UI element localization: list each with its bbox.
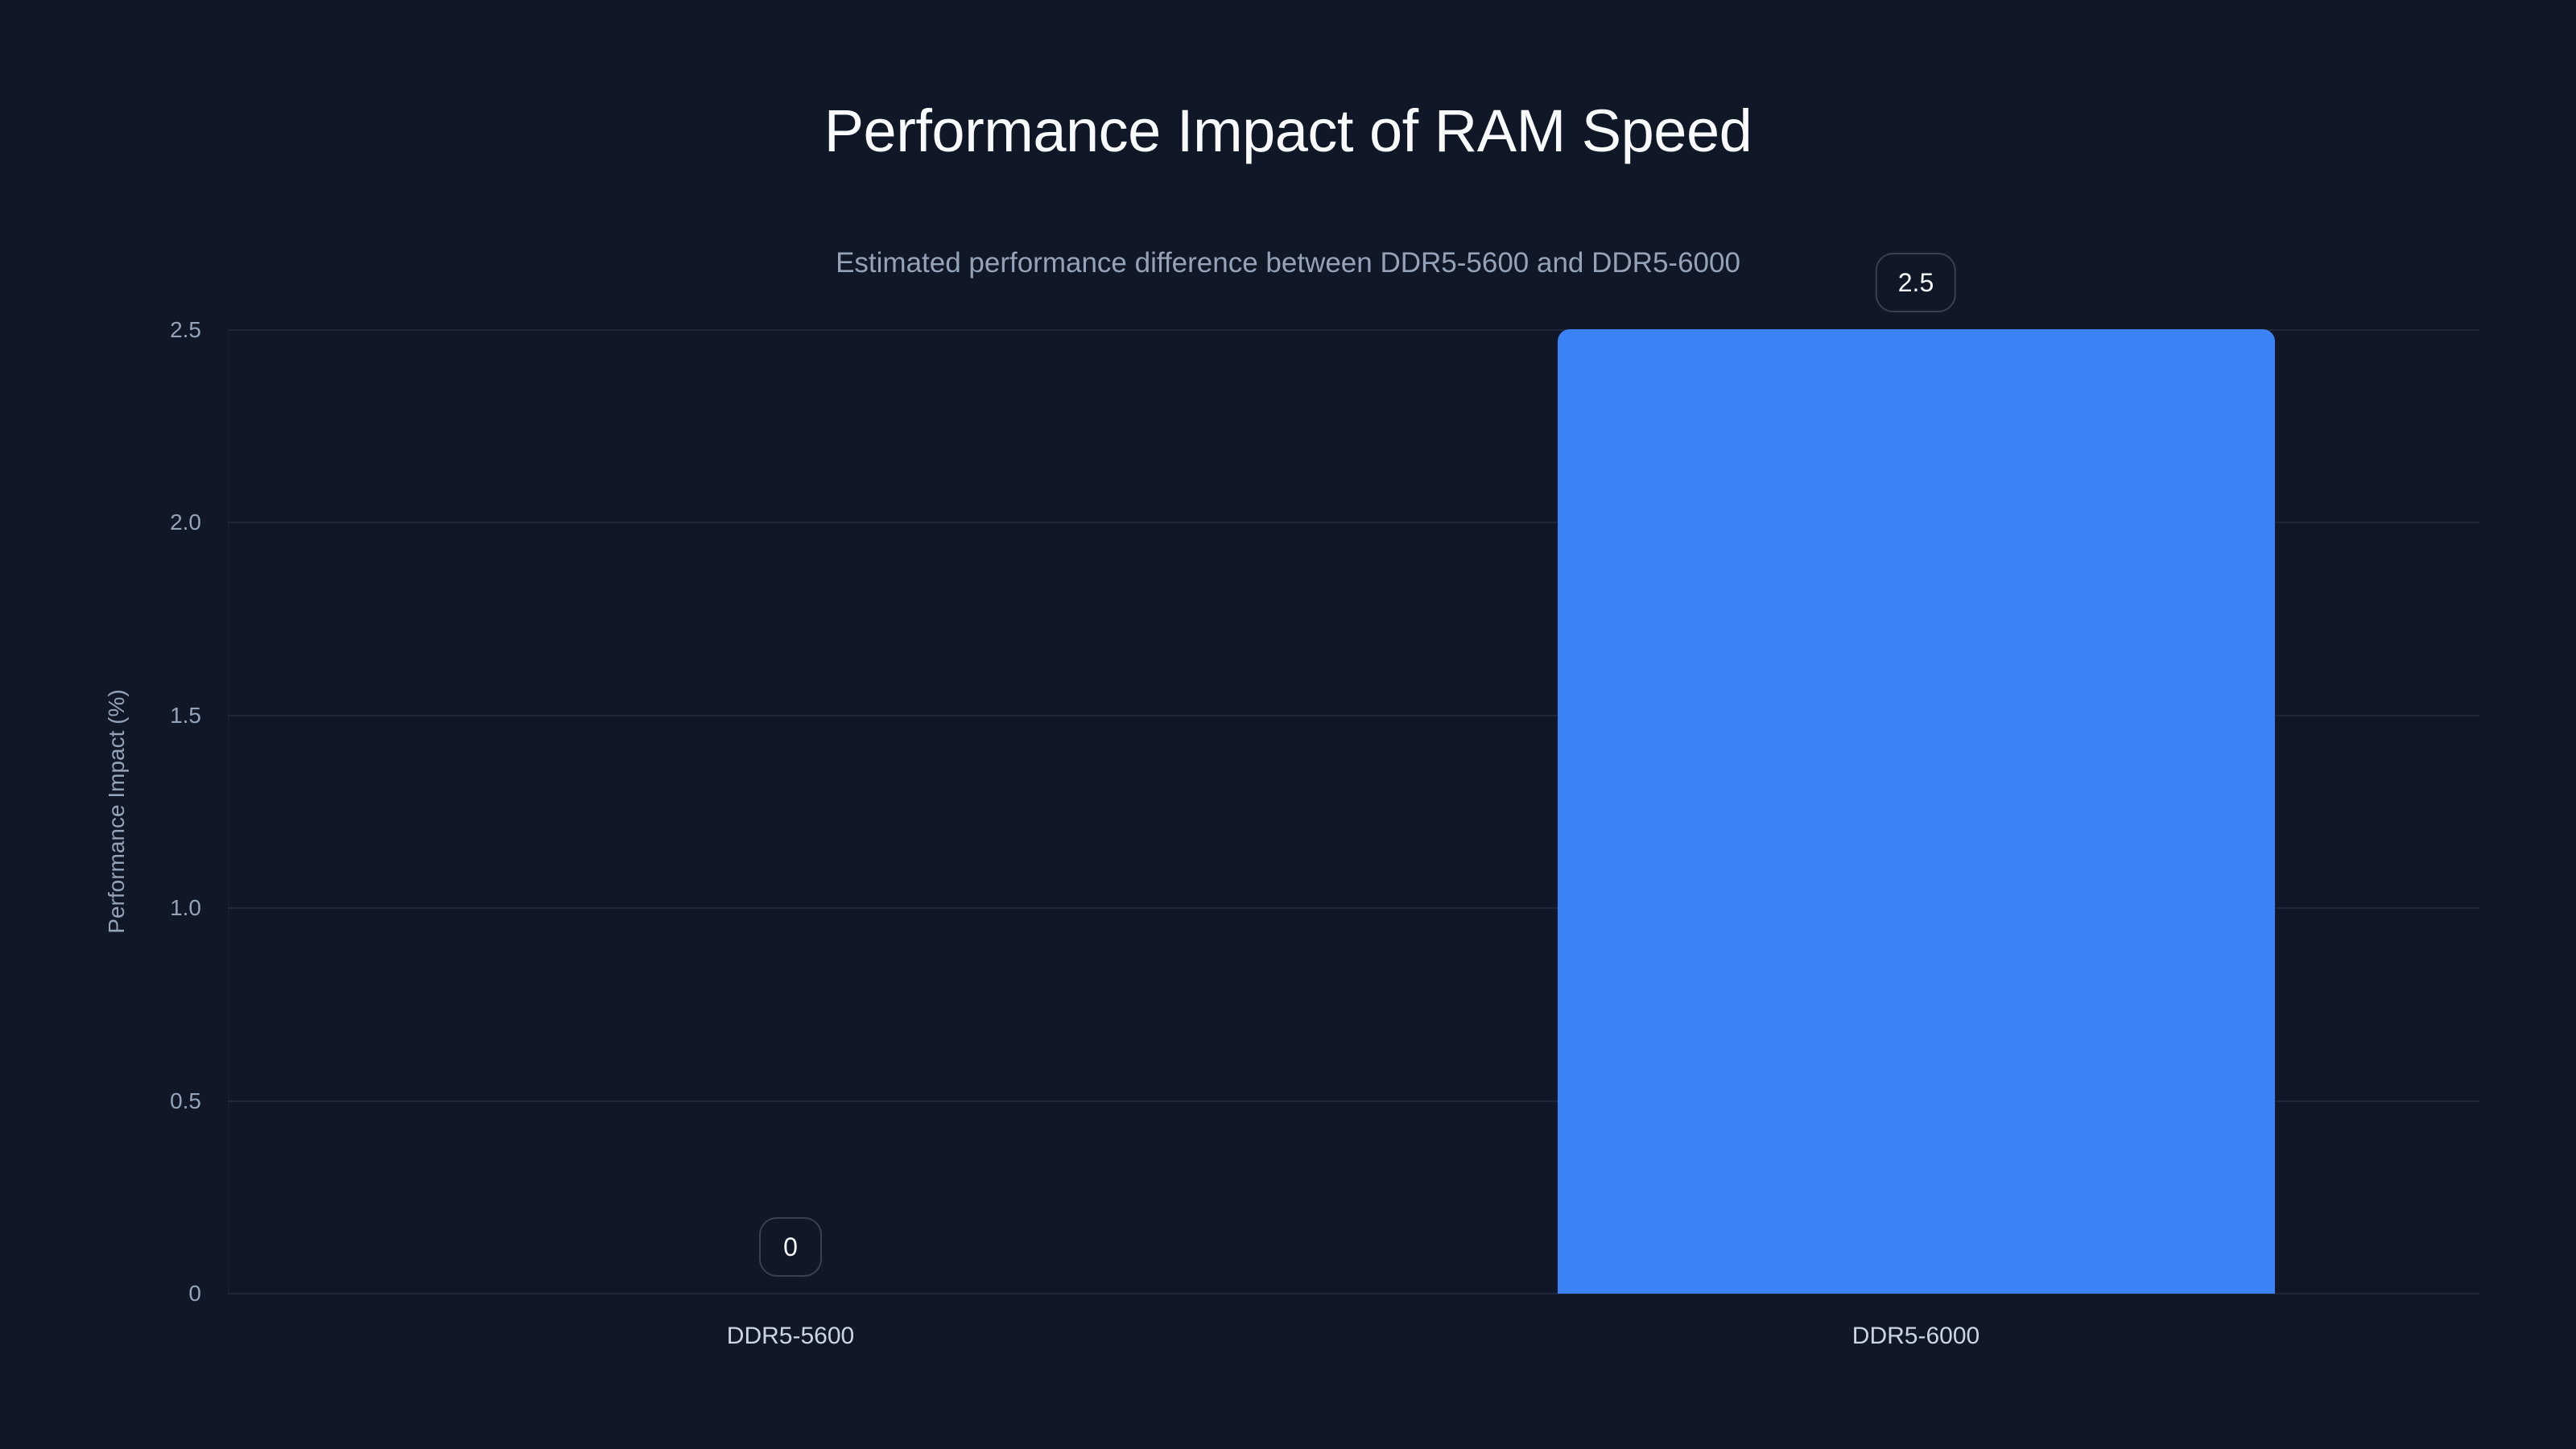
chart-title: Performance Impact of RAM Speed	[824, 97, 1752, 164]
y-tick-label: 1.0	[170, 895, 201, 920]
gridline	[228, 329, 2479, 331]
data-label-ddr5-6000: 2.5	[1875, 253, 1957, 312]
gridline	[228, 907, 2479, 909]
bar-ddr5-6000[interactable]	[1558, 329, 2275, 1294]
y-tick-label: 0.5	[170, 1088, 201, 1113]
gridline	[228, 715, 2479, 716]
gridline	[228, 522, 2479, 523]
data-label-ddr5-5600: 0	[759, 1217, 822, 1277]
y-tick-label: 2.5	[170, 317, 201, 342]
gridline	[228, 1100, 2479, 1102]
y-tick-label: 1.5	[170, 703, 201, 728]
y-tick-label: 0	[188, 1281, 201, 1306]
y-axis-line	[228, 329, 229, 1294]
x-tick-label: DDR5-6000	[1852, 1323, 1980, 1349]
plot-area	[228, 329, 2479, 1294]
y-tick-label: 2.0	[170, 510, 201, 535]
baseline	[228, 1293, 2479, 1294]
chart-subtitle: Estimated performance difference between…	[836, 247, 1740, 279]
x-tick-label: DDR5-5600	[726, 1323, 855, 1349]
